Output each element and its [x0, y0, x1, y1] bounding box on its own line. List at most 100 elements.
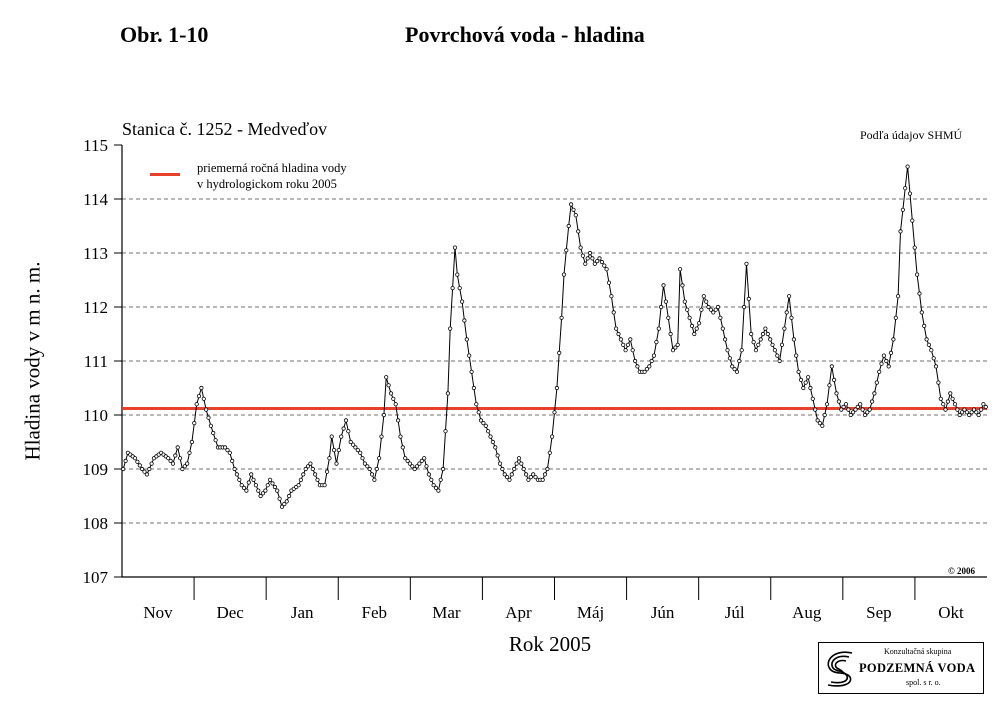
data-point	[545, 466, 550, 472]
data-point	[862, 412, 868, 418]
data-point	[758, 337, 763, 342]
data-point	[478, 418, 484, 423]
data-point	[282, 501, 287, 507]
data-point	[497, 461, 503, 466]
data-point	[796, 369, 801, 374]
data-point	[893, 315, 898, 320]
x-tick-label: Okt	[938, 603, 964, 622]
data-point	[178, 456, 183, 461]
data-point	[208, 423, 213, 428]
y-tick-label: 114	[83, 190, 108, 209]
data-point	[196, 393, 202, 399]
data-point	[675, 342, 680, 347]
data-point	[704, 299, 709, 304]
data-point	[768, 337, 773, 342]
data-point	[455, 272, 460, 277]
data-point	[343, 418, 349, 423]
data-point	[978, 407, 984, 412]
data-point	[590, 256, 595, 261]
data-point	[170, 461, 176, 466]
data-point	[718, 315, 723, 320]
data-point	[168, 458, 173, 463]
data-point	[457, 285, 462, 291]
data-point	[983, 404, 988, 409]
data-point	[628, 337, 633, 342]
series-line	[122, 166, 987, 508]
data-point	[663, 299, 669, 304]
data-point	[784, 310, 789, 315]
data-point	[618, 337, 624, 342]
data-point	[137, 463, 142, 468]
data-point	[360, 456, 365, 461]
data-point	[677, 267, 683, 272]
data-point	[597, 256, 602, 261]
data-point	[223, 445, 228, 450]
data-point	[820, 423, 825, 428]
data-point	[398, 434, 403, 439]
data-point	[185, 461, 190, 466]
data-point	[175, 445, 180, 450]
data-point	[566, 223, 571, 229]
data-point	[841, 404, 846, 409]
data-point	[737, 358, 742, 364]
data-point	[559, 315, 564, 320]
logo-name: PODZEMNÁ VODA	[859, 661, 976, 675]
data-point	[964, 410, 970, 415]
data-point	[493, 445, 498, 450]
data-point	[144, 472, 149, 477]
data-point	[431, 483, 436, 488]
data-point	[739, 348, 744, 353]
data-point	[372, 477, 377, 482]
data-point	[358, 450, 363, 455]
data-point	[877, 369, 882, 374]
data-point	[192, 420, 197, 426]
data-point	[353, 445, 358, 450]
data-point	[666, 315, 671, 320]
data-point	[867, 407, 872, 412]
data-point	[810, 396, 815, 401]
data-point	[395, 418, 401, 423]
data-point	[789, 315, 794, 320]
data-point	[732, 366, 737, 372]
data-point	[346, 429, 351, 434]
legend-label-line1: priemerná ročná hladina vody	[197, 161, 347, 175]
data-point	[775, 353, 780, 358]
data-point	[865, 410, 870, 415]
data-point	[443, 429, 448, 434]
logo-subtitle: Konzultačná skupina	[884, 647, 952, 656]
data-point	[121, 466, 126, 472]
data-point	[459, 299, 465, 304]
data-point	[649, 358, 654, 364]
x-tick-label: Mar	[432, 603, 461, 622]
figure-label: Obr. 1-10	[120, 22, 209, 47]
data-point	[386, 383, 391, 388]
data-point	[504, 474, 510, 480]
data-point	[251, 477, 256, 482]
data-point	[886, 364, 891, 369]
data-point	[843, 402, 849, 407]
data-point	[891, 337, 896, 342]
data-point	[817, 420, 823, 426]
data-point	[786, 294, 792, 299]
data-point	[578, 245, 583, 250]
data-point	[962, 407, 967, 412]
data-point	[355, 447, 360, 453]
y-tick-label: 113	[83, 244, 108, 263]
data-point	[512, 466, 517, 472]
data-point	[834, 391, 839, 396]
x-tick-label: Jún	[651, 603, 675, 622]
data-point	[571, 207, 576, 212]
data-point	[189, 439, 194, 445]
data-point	[751, 339, 756, 345]
data-point	[230, 458, 235, 463]
data-point	[782, 326, 787, 331]
data-point	[481, 420, 486, 426]
data-point	[606, 280, 612, 285]
data-point	[846, 407, 851, 412]
data-point	[801, 385, 806, 391]
data-point	[263, 488, 268, 493]
y-axis-title: Hladina vody v m n. m.	[20, 261, 45, 461]
company-logo: Konzultačná skupina PODZEMNÁ VODA spol. …	[818, 642, 984, 694]
data-point	[462, 318, 467, 323]
y-tick-label: 111	[84, 352, 108, 371]
